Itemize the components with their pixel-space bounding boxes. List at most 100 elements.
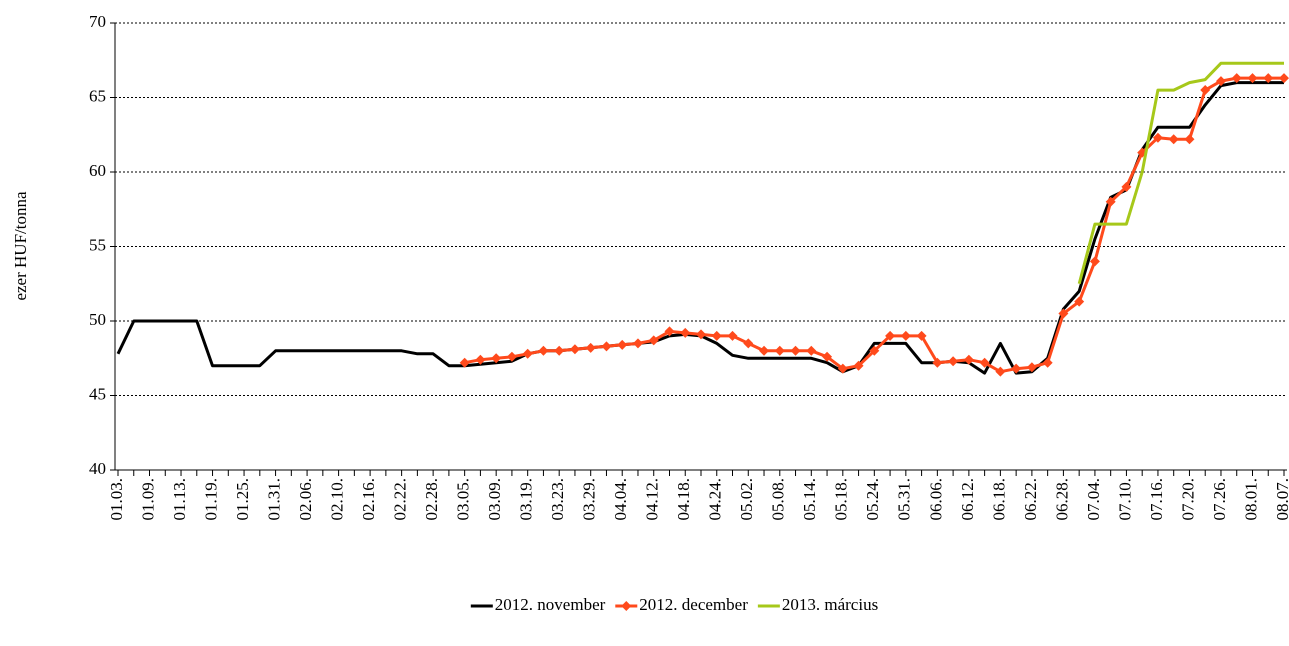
- series-marker: [696, 329, 706, 340]
- series-marker: [522, 348, 533, 359]
- series-marker: [1263, 73, 1274, 84]
- series-marker: [806, 345, 817, 356]
- series-marker: [837, 363, 848, 374]
- series-marker: [585, 342, 596, 353]
- x-tick-label: 04.24.: [706, 478, 725, 521]
- series-marker: [790, 345, 801, 356]
- series-marker: [1247, 73, 1258, 84]
- legend-label: 2012. december: [639, 595, 748, 614]
- series-marker: [885, 330, 896, 341]
- x-tick-label: 02.06.: [296, 478, 315, 521]
- x-tick-label: 04.04.: [611, 478, 630, 521]
- x-tick-label: 04.18.: [674, 478, 693, 521]
- x-tick-label: 05.08.: [769, 478, 788, 521]
- x-tick-label: 01.31.: [264, 478, 283, 521]
- x-tick-label: 06.28.: [1052, 478, 1071, 521]
- series-marker: [759, 345, 770, 356]
- series-marker: [1011, 363, 1022, 374]
- x-tick-label: 05.02.: [737, 478, 756, 521]
- series-marker: [1089, 256, 1100, 267]
- y-tick-label: 65: [89, 86, 106, 105]
- series-marker: [491, 353, 502, 364]
- x-tick-label: 01.13.: [170, 478, 189, 521]
- y-tick-label: 40: [89, 459, 106, 478]
- series-marker: [995, 366, 1006, 377]
- legend-label: 2012. november: [495, 595, 606, 614]
- series-marker: [554, 345, 565, 356]
- x-tick-label: 03.23.: [548, 478, 567, 521]
- x-tick-label: 05.18.: [832, 478, 851, 521]
- series-marker: [963, 354, 974, 365]
- x-tick-label: 06.06.: [926, 478, 945, 521]
- series-marker: [459, 357, 470, 368]
- x-tick-label: 03.05.: [454, 478, 473, 521]
- series-marker: [1042, 357, 1053, 368]
- series-marker: [1184, 134, 1195, 145]
- x-tick-label: 05.31.: [895, 478, 914, 521]
- series-marker: [853, 360, 864, 371]
- series-marker: [774, 345, 785, 356]
- series-line: [464, 76, 1284, 374]
- series-marker: [475, 354, 486, 365]
- y-tick-label: 60: [89, 161, 106, 180]
- x-tick-label: 07.04.: [1084, 478, 1103, 521]
- x-tick-label: 08.01.: [1241, 478, 1260, 521]
- series-marker: [538, 345, 549, 356]
- x-tick-label: 07.26.: [1210, 478, 1229, 521]
- y-tick-label: 55: [89, 235, 106, 254]
- x-tick-label: 02.10.: [328, 478, 347, 521]
- series-marker: [1215, 76, 1226, 87]
- series-marker: [648, 335, 659, 346]
- series-marker: [979, 357, 990, 368]
- series-marker: [869, 345, 880, 356]
- series-marker: [1168, 134, 1179, 145]
- legend-label: 2013. március: [782, 595, 878, 614]
- series-marker: [1279, 73, 1289, 84]
- series-marker: [1105, 196, 1116, 207]
- x-tick-label: 08.07.: [1273, 478, 1289, 521]
- series-marker: [1026, 362, 1037, 373]
- series-marker: [617, 339, 628, 350]
- x-tick-label: 01.25.: [233, 478, 252, 521]
- x-tick-label: 07.16.: [1147, 478, 1166, 521]
- series-marker: [1152, 132, 1163, 143]
- x-tick-label: 03.09.: [485, 478, 504, 521]
- series-marker: [1074, 296, 1085, 307]
- legend-marker: [621, 601, 632, 611]
- x-tick-label: 06.18.: [989, 478, 1008, 521]
- series-marker: [822, 351, 833, 362]
- x-tick-label: 06.12.: [958, 478, 977, 521]
- series-marker: [916, 330, 927, 341]
- x-tick-label: 02.22.: [391, 478, 410, 521]
- series-marker: [506, 351, 517, 362]
- x-tick-label: 06.22.: [1021, 478, 1040, 521]
- series-marker: [569, 344, 580, 355]
- series-marker: [743, 338, 754, 349]
- series-marker: [632, 338, 643, 349]
- x-tick-label: 04.12.: [643, 478, 662, 521]
- x-tick-label: 01.19.: [201, 478, 220, 521]
- series-marker: [900, 330, 911, 341]
- series-marker: [1058, 308, 1069, 319]
- series-marker: [727, 330, 738, 341]
- x-tick-label: 03.19.: [517, 478, 536, 521]
- series-marker: [932, 357, 943, 368]
- x-tick-label: 05.14.: [800, 478, 819, 521]
- x-tick-label: 07.10.: [1115, 478, 1134, 521]
- legend: 2012. november 2012. december 2013. márciu…: [470, 595, 878, 614]
- y-tick-label: 70: [89, 12, 106, 31]
- series-marker: [664, 326, 675, 337]
- x-tick-label: 07.20.: [1178, 478, 1197, 521]
- series-marker: [948, 356, 959, 367]
- x-tick-label: 05.24.: [863, 478, 882, 521]
- series-marker: [1200, 85, 1211, 96]
- series-marker: [680, 327, 691, 338]
- y-tick-label: 45: [89, 384, 106, 403]
- series-marker: [601, 341, 612, 352]
- x-tick-label: 03.29.: [580, 478, 599, 521]
- series-marker: [711, 330, 722, 341]
- series-marker: [1121, 181, 1132, 192]
- x-tick-label: 02.16.: [359, 478, 378, 521]
- x-tick-label: 01.03.: [107, 478, 126, 521]
